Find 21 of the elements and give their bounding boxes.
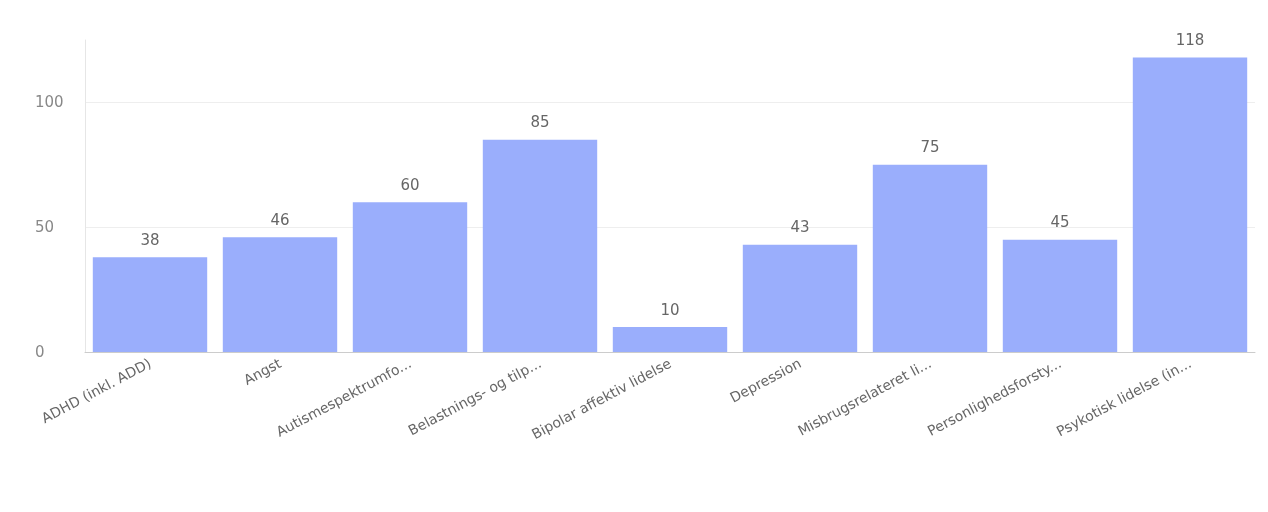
bar [1002, 239, 1118, 352]
bar [482, 139, 598, 352]
bar [1132, 57, 1248, 352]
data-label: 75 [920, 138, 940, 157]
data-label: 38 [140, 230, 160, 249]
bar [612, 327, 728, 352]
bar [92, 257, 208, 352]
data-label: 85 [530, 113, 550, 132]
data-label: 45 [1050, 213, 1070, 232]
y-tick-label: 50 [35, 218, 55, 237]
bar [222, 237, 338, 352]
data-label: 118 [1175, 30, 1205, 49]
data-label: 10 [660, 300, 680, 319]
data-label: 60 [400, 175, 420, 194]
bar [872, 164, 988, 352]
y-tick-label: 0 [35, 343, 45, 361]
bar [742, 244, 858, 352]
data-label: 46 [270, 210, 290, 229]
y-tick-label: 100 [35, 93, 64, 112]
bar [352, 202, 468, 352]
data-label: 43 [790, 218, 810, 237]
